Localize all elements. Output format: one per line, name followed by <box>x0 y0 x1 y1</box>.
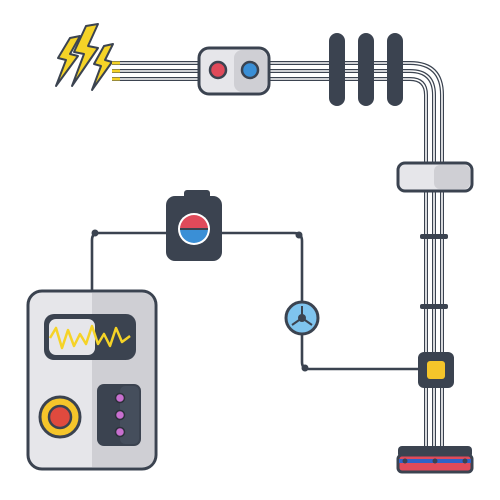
led-1 <box>114 392 126 404</box>
led-panel <box>97 384 141 446</box>
wire-nodes <box>91 229 309 372</box>
cable-band-2 <box>420 304 448 309</box>
polarity-icon <box>166 190 222 261</box>
connector-blue-pin <box>240 60 260 80</box>
insulator-icon <box>329 33 403 106</box>
terminal-icon <box>396 446 474 474</box>
cable-band-1 <box>420 234 448 239</box>
waveform-icon <box>48 324 131 350</box>
insulator-1 <box>329 33 345 106</box>
junction-icon <box>418 352 454 388</box>
cable-conductor-outer-1 <box>112 61 444 455</box>
connector-icon <box>197 46 271 96</box>
main-cable <box>112 61 448 455</box>
insulator-3 <box>387 33 403 106</box>
lightning-icon <box>55 23 114 91</box>
multimeter-icon <box>26 289 158 471</box>
connector-red-pin <box>208 60 228 80</box>
dial-knob-icon <box>38 395 82 439</box>
cable-conductor-outer-2 <box>112 69 436 455</box>
multimeter-screen <box>44 314 136 360</box>
led-3 <box>114 426 126 438</box>
insulator-2 <box>358 33 374 106</box>
clamp-icon <box>396 161 474 193</box>
gauge-icon <box>284 300 320 336</box>
led-2 <box>114 409 126 421</box>
cable-conductor-outer-3 <box>112 77 428 455</box>
spark-stubs <box>112 61 120 81</box>
